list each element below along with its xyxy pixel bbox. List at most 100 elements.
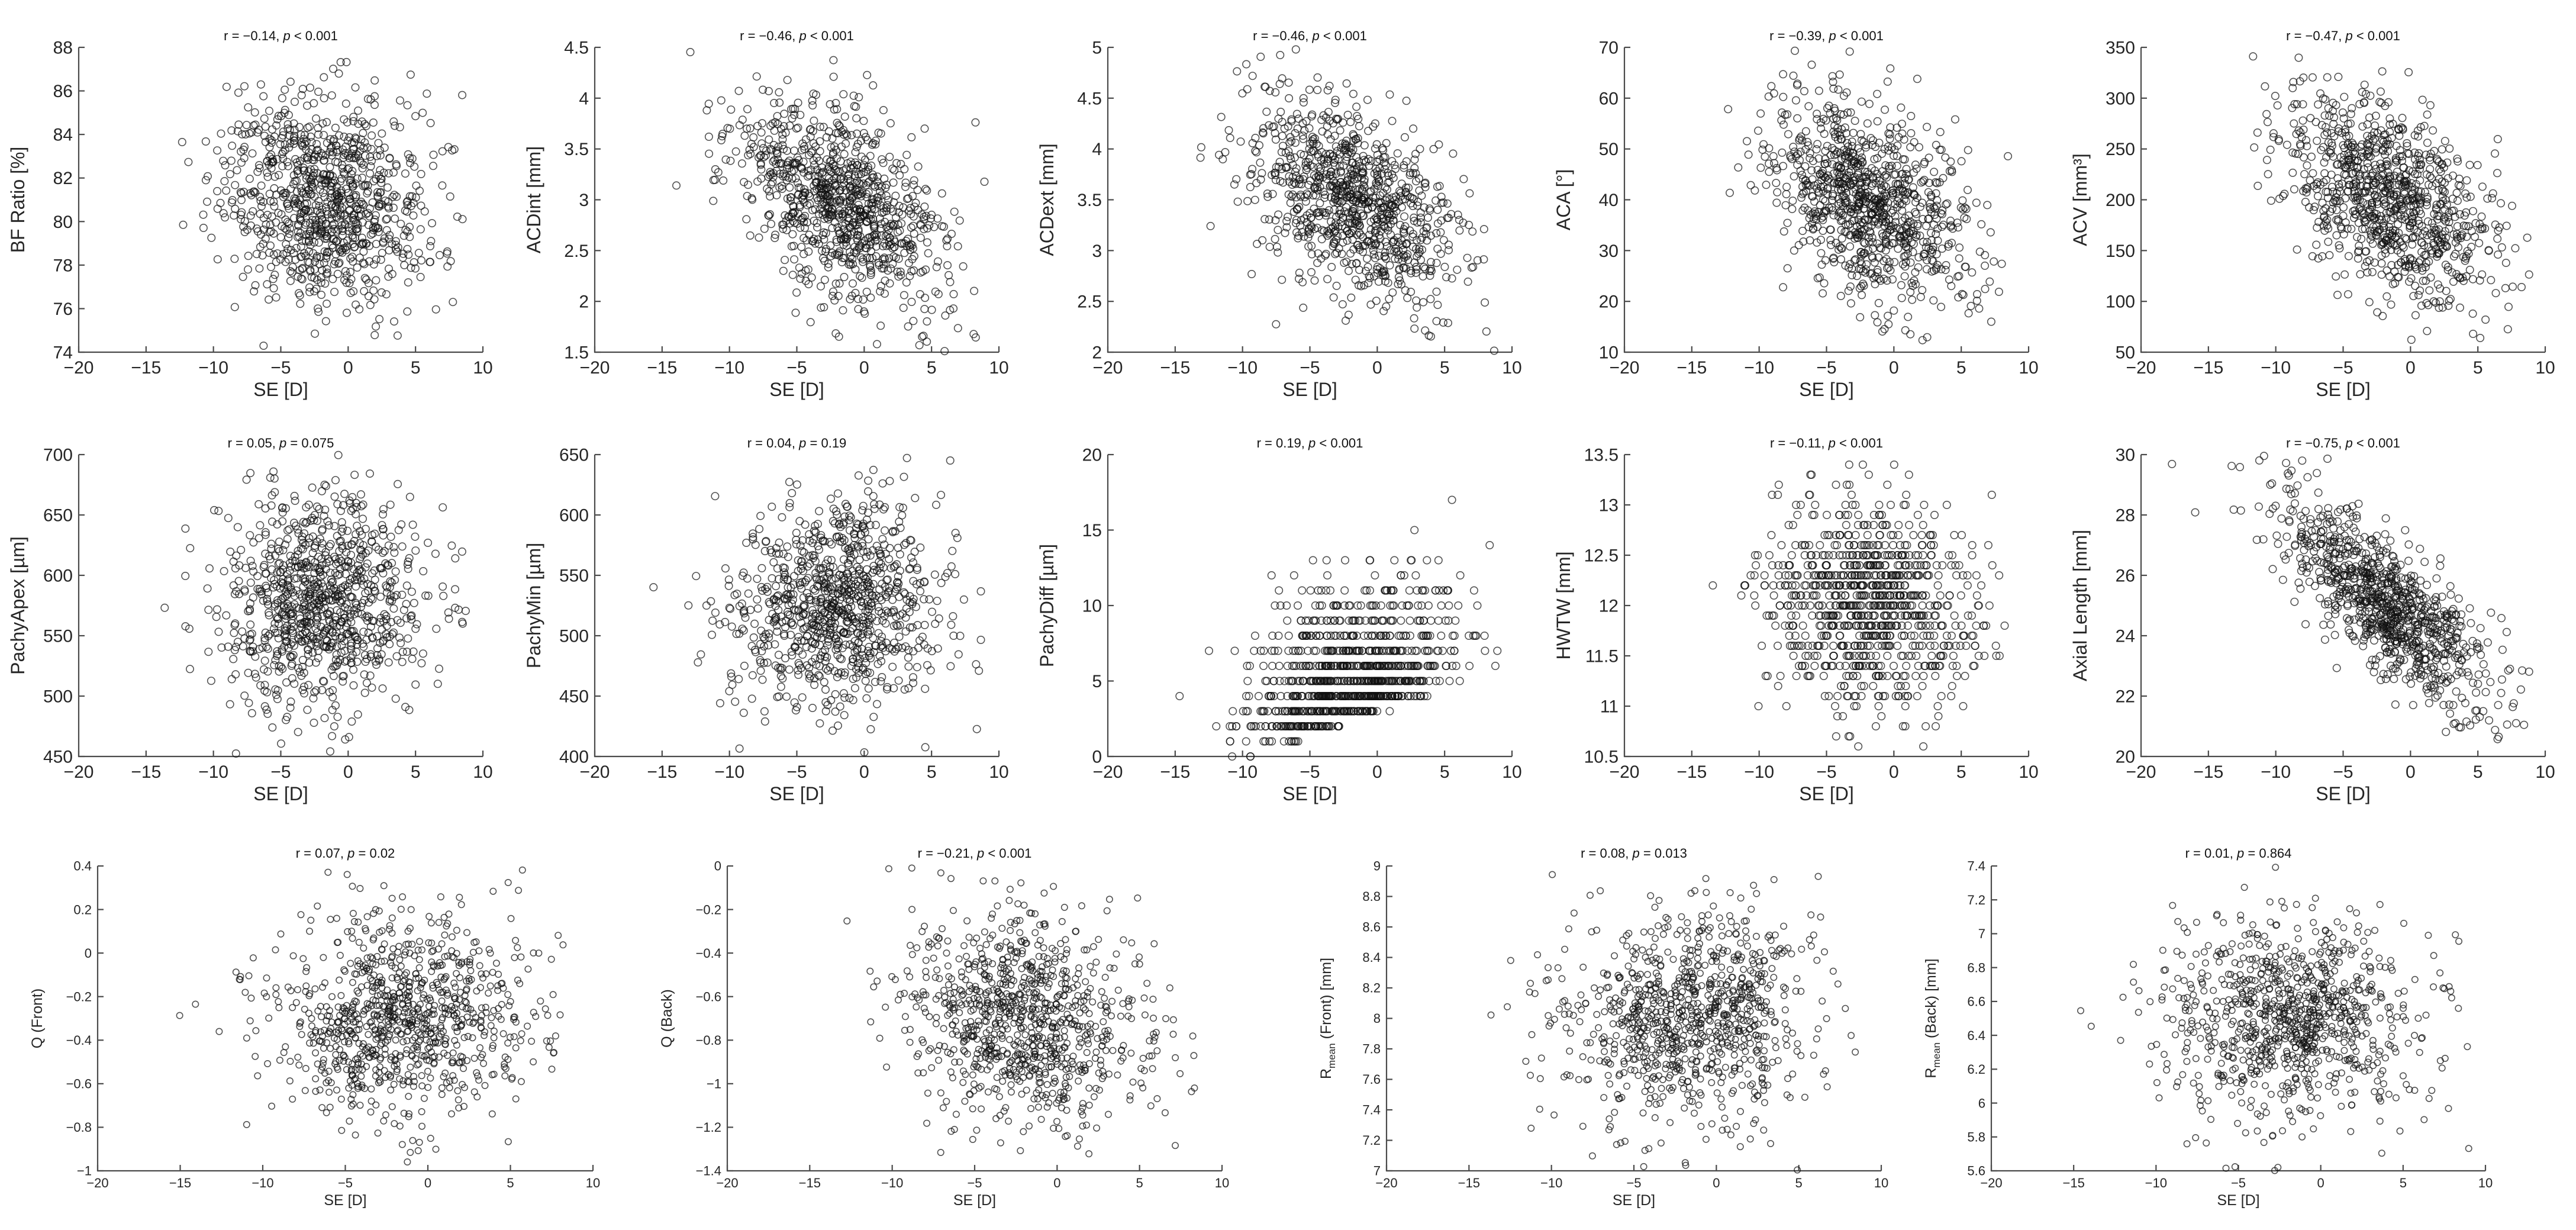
data-point: [1300, 304, 1307, 311]
data-point: [265, 296, 272, 303]
data-point: [1788, 205, 1795, 212]
data-point: [735, 87, 742, 94]
data-point: [1309, 133, 1316, 140]
data-point: [1413, 304, 1420, 311]
data-point: [1871, 311, 1878, 318]
data-point: [335, 452, 342, 459]
data-point: [1981, 262, 1988, 269]
data-point: [350, 288, 357, 295]
data-point: [199, 211, 207, 218]
data-point: [335, 70, 342, 77]
data-point: [2335, 73, 2342, 81]
data-point: [230, 655, 237, 662]
data-point: [739, 160, 746, 167]
data-point: [1389, 289, 1396, 296]
data-point: [2423, 327, 2430, 334]
y-tick-label: 3: [579, 191, 589, 210]
data-point: [2356, 101, 2363, 108]
data-point: [2509, 202, 2516, 210]
data-point: [419, 109, 426, 116]
x-tick-label: −10: [1227, 358, 1258, 378]
data-point: [214, 147, 221, 154]
data-point: [1314, 86, 1321, 94]
data-point: [1410, 315, 1417, 322]
data-point: [296, 292, 304, 299]
data-point: [923, 318, 930, 325]
x-tick-label: 10: [2019, 358, 2038, 378]
data-point: [230, 629, 237, 636]
data-point: [359, 130, 366, 137]
data-point: [921, 305, 928, 313]
data-point: [2494, 169, 2501, 176]
data-point: [2400, 244, 2407, 251]
data-point: [1233, 67, 1240, 75]
data-point: [1988, 318, 1995, 325]
x-tick-label: −15: [131, 762, 161, 782]
data-point: [1946, 276, 1953, 283]
data-point: [758, 140, 765, 147]
data-point: [883, 192, 890, 199]
data-point: [2453, 189, 2460, 197]
data-point: [273, 258, 280, 265]
data-point: [447, 193, 454, 200]
data-point: [1956, 255, 1963, 262]
data-point: [897, 160, 904, 168]
data-point: [747, 232, 754, 239]
data-point: [1345, 268, 1352, 275]
data-point: [1887, 65, 1894, 72]
data-point: [1890, 307, 1897, 314]
data-point: [2308, 153, 2315, 160]
data-point: [727, 157, 734, 165]
data-point: [2300, 154, 2307, 161]
data-point: [1433, 288, 1440, 295]
data-point: [252, 109, 259, 116]
data-point: [1987, 228, 1994, 236]
data-point: [2497, 199, 2504, 207]
data-point: [1353, 103, 1360, 110]
data-point: [357, 491, 365, 498]
data-point: [1923, 123, 1930, 130]
data-point: [770, 127, 778, 134]
data-point: [1853, 272, 1861, 279]
data-point: [1814, 223, 1821, 230]
data-point: [2425, 258, 2432, 265]
data-point: [1747, 182, 1754, 189]
data-point: [1411, 165, 1418, 172]
data-point: [839, 259, 846, 266]
data-point: [402, 170, 409, 177]
data-point: [427, 120, 434, 127]
data-point: [1874, 318, 1881, 326]
data-point: [1772, 179, 1779, 186]
data-point: [914, 163, 921, 170]
data-point: [789, 271, 797, 278]
x-tick-label: 5: [411, 358, 421, 378]
data-point: [367, 301, 374, 308]
data-point: [2419, 96, 2426, 103]
data-point: [404, 102, 411, 109]
data-point: [246, 175, 253, 182]
data-point: [1762, 181, 1769, 188]
data-point: [315, 239, 323, 246]
data-point: [869, 82, 876, 89]
data-point: [2359, 123, 2366, 130]
data-point: [1937, 128, 1944, 136]
data-point: [343, 309, 350, 316]
data-point: [1965, 310, 1972, 317]
data-point: [320, 73, 327, 81]
data-point: [1365, 279, 1372, 286]
data-point: [1455, 211, 1462, 218]
data-point: [2345, 291, 2352, 298]
data-point: [2284, 141, 2291, 149]
data-point: [808, 97, 815, 104]
data-point: [306, 288, 313, 295]
data-point: [1481, 299, 1488, 306]
data-point: [186, 665, 194, 672]
data-point: [744, 105, 751, 112]
data-point: [2366, 298, 2373, 305]
data-point: [1259, 237, 1266, 244]
data-point: [373, 240, 380, 247]
data-point: [328, 92, 336, 99]
data-point: [1765, 168, 1772, 175]
data-point: [244, 104, 252, 111]
